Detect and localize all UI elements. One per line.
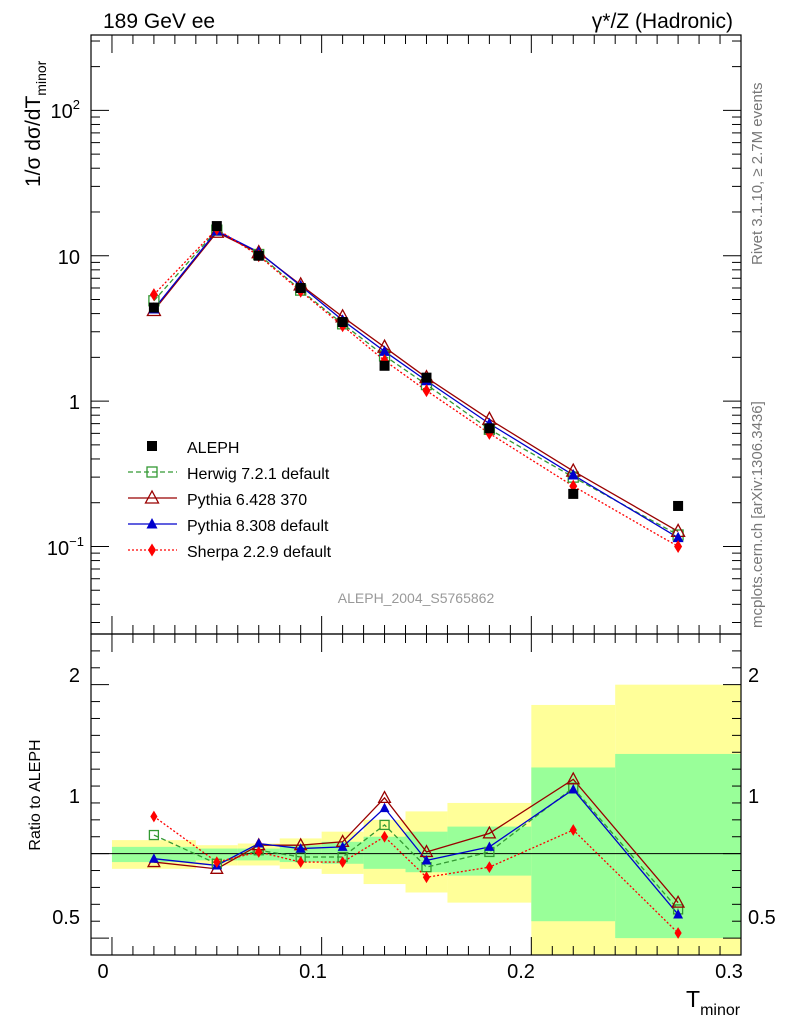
main-ytick-0.1-base: 10 (47, 538, 69, 560)
mcplots-label: mcplots.cern.ch [arXiv:1306.3436] (749, 401, 766, 628)
header-right: γ*/Z (Hadronic) (592, 10, 733, 33)
main-point-aleph-3 (295, 282, 306, 293)
ratio-point-pythia8-2 (253, 838, 264, 848)
ratio-ytick-2-right: 2 (748, 665, 759, 687)
x-axis-title-text: T (686, 986, 700, 1012)
ratio-point-sherpa-4 (339, 856, 347, 868)
ratio-point-pythia6-5 (377, 790, 392, 804)
main-point-sherpa-0 (149, 288, 158, 302)
main-point-aleph-9 (673, 500, 684, 511)
main-point-pythia8-8 (567, 469, 579, 480)
xtick-0: 0 (97, 961, 108, 983)
ratio-band-inner (195, 848, 238, 861)
main-ylabel: 1/σ dσ/dTminor (22, 60, 49, 187)
ratio-point-sherpa-0 (150, 810, 158, 823)
main-point-aleph-1 (211, 221, 222, 232)
main-ylabel-text: 1/σ dσ/dT (22, 96, 45, 187)
main-ytick-100-base: 10 (51, 101, 73, 123)
legend-label-pythia6: Pythia 6.428 370 (187, 492, 307, 509)
ratio-point-pythia6-8 (566, 771, 581, 785)
legend-label-aleph: ALEPH (187, 440, 239, 457)
main-line-sherpa (153, 228, 679, 548)
ratio-point-pythia6-7 (482, 825, 497, 839)
main-line-herwig (153, 229, 679, 536)
main-line-pythia8 (153, 230, 679, 539)
legend-marker-aleph (147, 441, 157, 451)
ratio-point-sherpa-3 (297, 856, 305, 868)
main-point-pythia8-9 (672, 531, 684, 543)
ratio-point-herwig-0 (148, 829, 160, 841)
legend-marker-herwig (146, 466, 158, 478)
xtick-0.3: 0.3 (715, 961, 743, 983)
x-axis-title-subscript: minor (700, 1002, 741, 1019)
ratio-ytick-1-right: 1 (748, 786, 759, 808)
xtick-0.1: 0.1 (299, 961, 327, 983)
ratio-point-sherpa-7 (485, 861, 493, 873)
main-ytick-100-exp: 2 (73, 97, 80, 112)
x-axis-title: Tminor (686, 986, 741, 1019)
ratio-point-pythia8-8 (568, 784, 579, 794)
ratio-point-pythia6-9 (671, 894, 686, 908)
ratio-point-sherpa-6 (422, 871, 431, 884)
ratio-point-pythia8-3 (295, 843, 306, 853)
main-ytick-100: 102 (51, 97, 80, 123)
main-point-aleph-7 (484, 423, 495, 434)
main-point-sherpa-9 (674, 539, 683, 553)
ratio-point-sherpa-5 (380, 830, 389, 843)
main-point-aleph-0 (148, 302, 159, 313)
rivet-label: Rivet 3.1.10, ≥ 2.7M events (749, 83, 766, 266)
ratio-ytick-0.5: 0.5 (52, 907, 80, 929)
legend-marker-pythia6 (144, 489, 160, 504)
main-point-aleph-6 (421, 372, 432, 383)
legend-marker-sherpa (148, 543, 156, 557)
legend-label-sherpa: Sherpa 2.2.9 default (187, 544, 332, 561)
ratio-line-pythia6 (153, 778, 679, 904)
main-line-pythia6 (153, 231, 679, 532)
ratio-ylabel: Ratio to ALEPH (27, 739, 44, 850)
main-point-aleph-4 (337, 317, 348, 328)
ratio-point-pythia8-0 (148, 853, 159, 863)
plot-layer (90, 34, 742, 956)
ratio-ytick-0.5-right: 0.5 (748, 907, 776, 929)
main-ylabel-subscript: minor (33, 60, 49, 95)
ratio-point-pythia8-5 (379, 802, 390, 813)
legend-marker-pythia8 (146, 518, 158, 529)
main-point-aleph-2 (253, 250, 264, 261)
main-point-pythia8-5 (379, 345, 391, 356)
main-point-sherpa-6 (422, 384, 431, 398)
ratio-point-pythia8-6 (421, 854, 432, 865)
main-ytick-1: 1 (69, 392, 80, 414)
main-point-aleph-8 (568, 488, 579, 499)
main-point-aleph-5 (379, 360, 390, 371)
main-ytick-0.1-exp: −1 (69, 534, 84, 549)
analysis-label: ALEPH_2004_S5765862 (338, 590, 495, 606)
ratio-point-sherpa-1 (213, 856, 221, 868)
ratio-line-pythia8 (153, 788, 679, 915)
ratio-ytick-2: 2 (69, 665, 80, 687)
ratio-point-herwig-5 (379, 819, 390, 831)
ratio-point-pythia8-9 (673, 909, 684, 919)
xtick-0.2: 0.2 (507, 961, 535, 983)
legend-label-herwig: Herwig 7.2.1 default (187, 466, 330, 483)
ratio-point-pythia8-7 (484, 841, 495, 851)
header-left: 189 GeV ee (103, 10, 215, 33)
ratio-point-sherpa-9 (674, 927, 682, 939)
ratio-frame (90, 633, 742, 956)
ratio-ytick-1: 1 (69, 786, 80, 808)
main-ytick-0.1: 10−1 (47, 534, 84, 560)
legend-label-pythia8: Pythia 8.308 default (187, 518, 329, 535)
ratio-point-sherpa-2 (255, 846, 263, 858)
ratio-point-sherpa-8 (569, 824, 577, 836)
main-ytick-10: 10 (58, 247, 80, 269)
ratio-point-pythia8-4 (337, 841, 348, 851)
